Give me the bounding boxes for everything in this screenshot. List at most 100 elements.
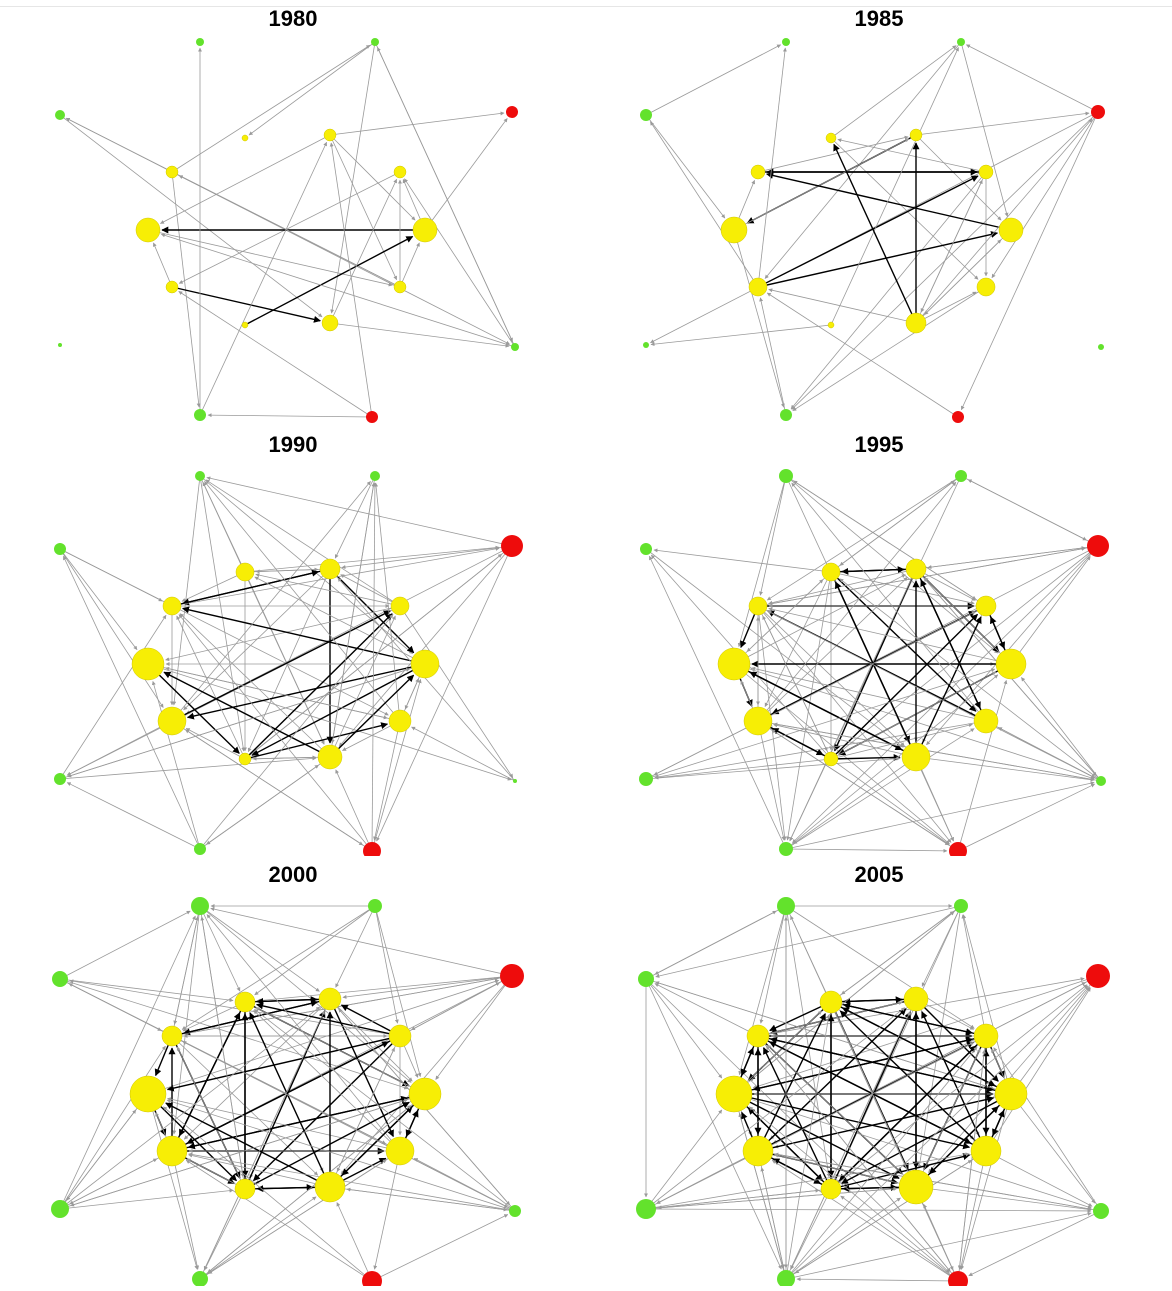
- trade-edge: [199, 475, 246, 752]
- trade-edge: [329, 674, 415, 758]
- trade-edge: [255, 573, 401, 607]
- trade-edge: [915, 756, 954, 842]
- trade-edge: [645, 756, 901, 780]
- trade-edge: [178, 171, 401, 284]
- network-graph: [640, 38, 1105, 423]
- trade-edge: [915, 568, 976, 601]
- trade-edge: [764, 41, 962, 279]
- trade-edge: [59, 1158, 158, 1210]
- semi-periphery-node: [640, 543, 652, 555]
- core-node: [995, 648, 1027, 680]
- trade-edge: [179, 613, 331, 758]
- trade-edge: [645, 1186, 898, 1210]
- trade-edge: [340, 975, 513, 1175]
- semi-periphery-node: [1096, 776, 1106, 786]
- trade-edge: [329, 998, 413, 1082]
- trade-edge: [789, 568, 917, 842]
- trade-edge: [785, 848, 948, 853]
- trade-edge: [160, 134, 331, 224]
- network-panel-1985: 1985: [586, 0, 1172, 430]
- trade-edge: [254, 576, 426, 665]
- trade-edge: [1010, 986, 1091, 1095]
- trade-edge: [915, 1048, 981, 1188]
- trade-edge: [256, 997, 331, 1005]
- core-node: [821, 562, 841, 582]
- semi-periphery-node: [777, 1270, 795, 1286]
- trade-edge: [244, 1010, 326, 1190]
- trade-edge: [785, 1014, 831, 1280]
- trade-edge: [59, 548, 389, 716]
- trade-edge: [329, 482, 376, 758]
- trade-edge: [841, 567, 917, 575]
- trade-edge: [185, 1159, 373, 1282]
- trade-edge: [968, 1210, 1102, 1277]
- semi-periphery-node: [58, 343, 62, 347]
- semi-periphery-node: [777, 897, 795, 915]
- trade-edge: [833, 143, 917, 324]
- network-panel-2000: 2000: [0, 856, 586, 1286]
- core-node: [898, 1169, 934, 1205]
- semi-periphery-node: [194, 843, 206, 855]
- trade-edge: [830, 1045, 977, 1190]
- trade-edge: [645, 1109, 723, 1210]
- trade-edge: [793, 756, 917, 845]
- core-node: [393, 165, 407, 179]
- semi-periphery-node: [779, 469, 793, 483]
- trade-edge: [737, 475, 787, 648]
- trade-edge: [915, 1106, 999, 1188]
- trade-edge: [59, 1045, 166, 1210]
- trade-edge: [785, 674, 999, 850]
- core-node: [905, 558, 927, 580]
- trade-edge: [645, 1208, 1092, 1213]
- semi-periphery-node: [780, 409, 792, 421]
- trade-edge: [796, 1277, 959, 1282]
- core-node: [973, 708, 999, 734]
- trade-edge: [336, 1202, 373, 1282]
- trade-edge: [757, 231, 999, 288]
- core-node: [975, 595, 997, 617]
- trade-edge: [171, 1150, 200, 1270]
- trade-edge: [59, 614, 167, 780]
- trade-edge: [757, 135, 909, 173]
- trade-edge: [733, 579, 824, 665]
- core-node: [825, 132, 837, 144]
- trade-edge: [244, 613, 393, 760]
- trade-edge: [830, 911, 955, 1003]
- trade-edge: [66, 720, 173, 776]
- trade-edge: [147, 1093, 199, 1270]
- trade-edge: [957, 1049, 986, 1282]
- trade-edge: [171, 569, 319, 607]
- core-node: [412, 217, 438, 243]
- trade-edge: [649, 555, 787, 850]
- trade-edge: [199, 141, 327, 416]
- trade-edge: [330, 41, 376, 314]
- core-node: [748, 596, 768, 616]
- core-node: [157, 706, 187, 736]
- trade-edge: [771, 1159, 959, 1282]
- trade-edge: [404, 178, 516, 348]
- semi-periphery-node: [782, 38, 790, 46]
- semi-periphery-node: [513, 779, 517, 783]
- trade-edge: [766, 172, 1012, 231]
- core-node: [750, 164, 766, 180]
- trade-edge: [329, 178, 397, 324]
- trade-edge: [329, 998, 394, 1138]
- trade-edge: [178, 175, 401, 288]
- semi-periphery-node: [54, 543, 66, 555]
- trade-edge: [182, 606, 426, 665]
- periphery-node: [500, 964, 524, 988]
- trade-edge: [645, 1188, 820, 1210]
- trade-edge: [329, 142, 373, 418]
- core-node: [393, 280, 407, 294]
- trade-edge: [830, 758, 950, 845]
- trade-edge: [654, 983, 759, 1037]
- periphery-node: [948, 1271, 968, 1286]
- semi-periphery-node: [639, 772, 653, 786]
- trade-edge: [341, 545, 513, 570]
- trade-edge: [165, 605, 401, 662]
- trade-edge: [757, 1095, 995, 1152]
- trade-edge: [645, 910, 777, 980]
- trade-edge: [769, 1036, 1012, 1095]
- core-node: [318, 987, 342, 1011]
- network-graph: [51, 897, 524, 1286]
